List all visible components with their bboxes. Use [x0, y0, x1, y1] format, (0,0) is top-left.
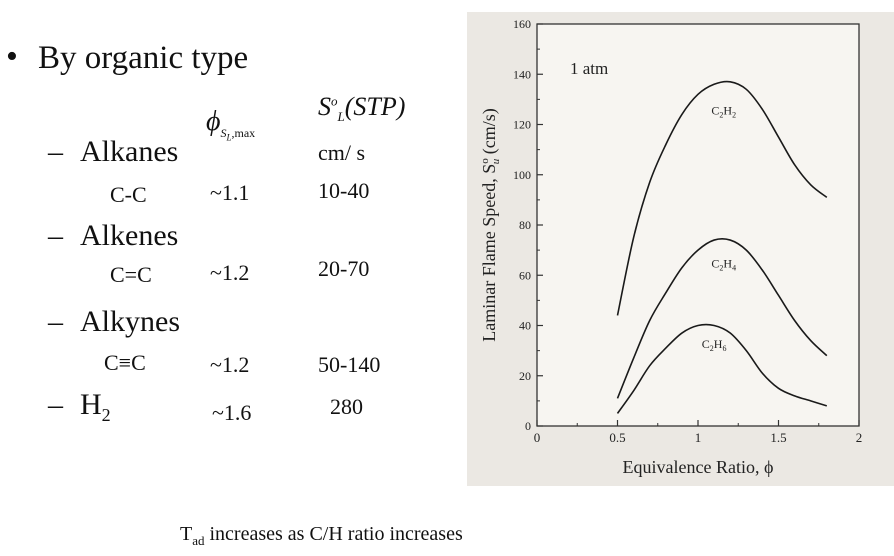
- bond-label: C-C: [110, 182, 147, 207]
- y-tick-label: 20: [519, 369, 531, 383]
- plot-frame: [536, 23, 860, 427]
- bond-label: C≡C: [104, 350, 146, 375]
- speed-value: 50-140: [318, 352, 381, 377]
- series-label-c2h2: C2H2: [711, 103, 736, 119]
- x-tick-label: 0: [534, 430, 541, 445]
- phi-value: ~1.6: [212, 400, 252, 425]
- slide-heading: By organic type: [38, 40, 249, 76]
- column-header-flame-speed: SoL(STP): [318, 92, 406, 125]
- chart-photo-panel: 0 20 40 60 80 100 120 140 160 0 0.5 1 1.5 2 C2H2 C2H4 C…: [467, 12, 894, 486]
- y-tick-label: 0: [525, 419, 531, 433]
- bond-label: C=C: [110, 262, 152, 287]
- phi-value: ~1.1: [210, 180, 250, 205]
- column-header-phi: ϕSL,max: [206, 106, 256, 142]
- y-tick-label: 60: [519, 268, 531, 282]
- series-line-c2h6: [616, 323, 828, 414]
- category-label: Alkanes: [80, 135, 179, 168]
- speed-value: 280: [330, 394, 363, 419]
- row-dash: –: [48, 388, 63, 421]
- series-line-c2h2: [616, 80, 828, 316]
- series-line-c2h4: [616, 238, 828, 399]
- x-tick-label: 1: [695, 430, 702, 445]
- y-axis-label: Laminar Flame Speed, Sou (cm/s): [479, 108, 502, 341]
- x-tick-label: 2: [856, 430, 863, 445]
- y-tick-label: 140: [513, 67, 531, 81]
- series-label-c2h4: C2H4: [711, 257, 736, 273]
- y-tick-label: 160: [513, 17, 531, 31]
- bullet-dot: •: [6, 38, 18, 75]
- y-tick-label: 80: [519, 218, 531, 232]
- flame-speed-chart: 0 20 40 60 80 100 120 140 160 0 0.5 1 1.5 2 C2H2 C2H4 C…: [479, 17, 863, 477]
- x-tick-label: 1.5: [770, 430, 786, 445]
- x-axis-label: Equivalence Ratio, ϕ: [623, 457, 774, 477]
- phi-value: ~1.2: [210, 260, 250, 285]
- phi-value: ~1.2: [210, 352, 250, 377]
- category-label: H2: [80, 388, 111, 425]
- column-units: cm/ s: [318, 140, 366, 165]
- y-tick-label: 100: [513, 168, 531, 182]
- series-label-c2h6: C2H6: [702, 337, 727, 353]
- row-dash: –: [48, 219, 63, 252]
- footer-note: Tad increases as C/H ratio increases: [180, 523, 463, 548]
- y-tick-label: 40: [519, 319, 531, 333]
- row-dash: –: [48, 135, 63, 168]
- speed-value: 20-70: [318, 256, 370, 281]
- category-label: Alkenes: [80, 219, 179, 252]
- annotation-1-atm: 1 atm: [570, 59, 608, 78]
- y-tick-label: 120: [513, 118, 531, 132]
- x-tick-label: 0.5: [609, 430, 625, 445]
- category-label: Alkynes: [80, 305, 180, 338]
- speed-value: 10-40: [318, 178, 370, 203]
- row-dash: –: [48, 305, 63, 338]
